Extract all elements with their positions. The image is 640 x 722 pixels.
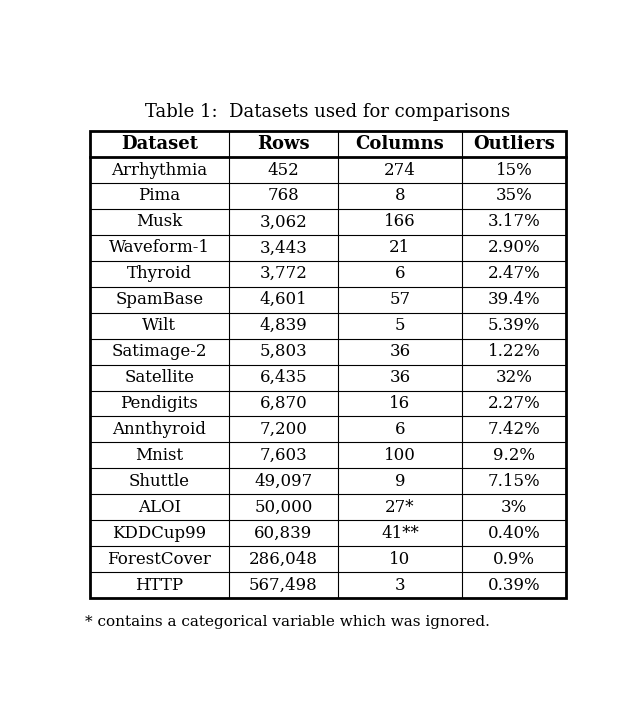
- Text: 2.27%: 2.27%: [488, 395, 540, 412]
- Text: 9.2%: 9.2%: [493, 447, 535, 464]
- Text: 32%: 32%: [495, 369, 532, 386]
- Text: Arrhythmia: Arrhythmia: [111, 162, 207, 178]
- Text: 16: 16: [389, 395, 410, 412]
- Text: KDDCup99: KDDCup99: [112, 525, 207, 542]
- Text: Wilt: Wilt: [142, 317, 177, 334]
- Text: 6: 6: [395, 421, 405, 438]
- Text: Waveform-1: Waveform-1: [109, 240, 210, 256]
- Text: Pendigits: Pendigits: [120, 395, 198, 412]
- Text: 768: 768: [268, 188, 300, 204]
- Text: 3,772: 3,772: [259, 265, 307, 282]
- Text: ALOI: ALOI: [138, 499, 181, 516]
- Text: 10: 10: [389, 551, 410, 567]
- Text: 21: 21: [389, 240, 410, 256]
- Text: 7,200: 7,200: [259, 421, 307, 438]
- Text: 567,498: 567,498: [249, 577, 317, 593]
- Text: Outliers: Outliers: [473, 135, 555, 153]
- Text: 6: 6: [395, 265, 405, 282]
- Text: Table 1:  Datasets used for comparisons: Table 1: Datasets used for comparisons: [145, 103, 511, 121]
- Text: 2.90%: 2.90%: [488, 240, 540, 256]
- Text: 2.47%: 2.47%: [488, 265, 540, 282]
- Text: 5.39%: 5.39%: [488, 317, 540, 334]
- Bar: [90, 131, 566, 598]
- Text: ForestCover: ForestCover: [108, 551, 211, 567]
- Text: Shuttle: Shuttle: [129, 473, 190, 490]
- Text: Annthyroid: Annthyroid: [113, 421, 206, 438]
- Text: 39.4%: 39.4%: [488, 291, 540, 308]
- Text: Musk: Musk: [136, 214, 182, 230]
- Text: 6,435: 6,435: [260, 369, 307, 386]
- Text: 286,048: 286,048: [249, 551, 318, 567]
- Text: 49,097: 49,097: [254, 473, 312, 490]
- Text: 274: 274: [384, 162, 416, 178]
- Text: 452: 452: [268, 162, 300, 178]
- Text: 100: 100: [384, 447, 416, 464]
- Text: 57: 57: [389, 291, 410, 308]
- Text: 27*: 27*: [385, 499, 415, 516]
- Text: 3,443: 3,443: [259, 240, 307, 256]
- Text: Columns: Columns: [356, 135, 444, 153]
- Text: 41**: 41**: [381, 525, 419, 542]
- Text: 4,601: 4,601: [259, 291, 307, 308]
- Text: Mnist: Mnist: [135, 447, 184, 464]
- Text: 5,803: 5,803: [259, 343, 307, 360]
- Text: Dataset: Dataset: [121, 135, 198, 153]
- Text: 8: 8: [395, 188, 405, 204]
- Text: Rows: Rows: [257, 135, 310, 153]
- Text: 7.42%: 7.42%: [488, 421, 540, 438]
- Text: 0.39%: 0.39%: [488, 577, 540, 593]
- Text: 9: 9: [395, 473, 405, 490]
- Text: 3: 3: [395, 577, 405, 593]
- Text: 36: 36: [389, 369, 410, 386]
- Text: * contains a categorical variable which was ignored.: * contains a categorical variable which …: [85, 614, 490, 629]
- Text: 15%: 15%: [495, 162, 532, 178]
- Text: 7,603: 7,603: [259, 447, 307, 464]
- Text: 0.40%: 0.40%: [488, 525, 540, 542]
- Text: 0.9%: 0.9%: [493, 551, 535, 567]
- Text: Satimage-2: Satimage-2: [111, 343, 207, 360]
- Text: 166: 166: [384, 214, 416, 230]
- Text: 35%: 35%: [495, 188, 532, 204]
- Text: Thyroid: Thyroid: [127, 265, 192, 282]
- Text: Pima: Pima: [138, 188, 180, 204]
- Text: SpamBase: SpamBase: [115, 291, 204, 308]
- Text: 50,000: 50,000: [254, 499, 312, 516]
- Text: 4,839: 4,839: [259, 317, 307, 334]
- Text: HTTP: HTTP: [135, 577, 184, 593]
- Text: 5: 5: [395, 317, 405, 334]
- Text: 6,870: 6,870: [259, 395, 307, 412]
- Text: 60,839: 60,839: [254, 525, 312, 542]
- Text: 3%: 3%: [501, 499, 527, 516]
- Text: 7.15%: 7.15%: [488, 473, 540, 490]
- Text: Satellite: Satellite: [124, 369, 195, 386]
- Text: 3.17%: 3.17%: [488, 214, 540, 230]
- Text: 36: 36: [389, 343, 410, 360]
- Text: 1.22%: 1.22%: [488, 343, 540, 360]
- Text: 3,062: 3,062: [259, 214, 307, 230]
